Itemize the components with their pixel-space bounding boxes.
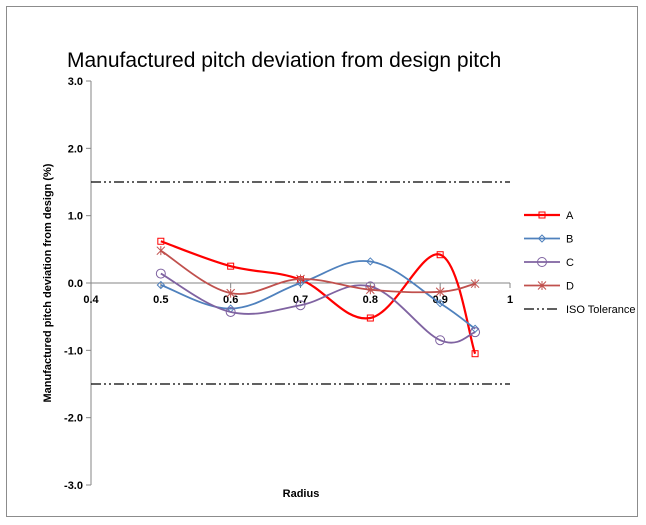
y-tick-label: -1.0 — [64, 345, 83, 357]
chart-area: Manufactured pitch deviation from design… — [6, 6, 638, 517]
legend-label-a: A — [566, 210, 574, 222]
y-tick-label: 2.0 — [68, 143, 83, 155]
legend-marker-c — [537, 257, 547, 267]
legend-marker-b — [537, 234, 547, 243]
x-tick-label: 1 — [507, 294, 513, 306]
legend-label-d: D — [566, 281, 574, 293]
series-b-line — [160, 260, 476, 330]
series-d-point — [365, 285, 375, 295]
series-c-point — [470, 327, 481, 338]
y-tick-label: 3.0 — [68, 76, 83, 88]
series-c-point — [155, 268, 166, 279]
legend-marker-a — [538, 211, 546, 219]
y-axis-label: Manufactured pitch deviation from design… — [42, 163, 54, 402]
series-d-point — [156, 246, 166, 256]
series-c-line — [160, 272, 476, 344]
series-d-point — [435, 287, 445, 297]
series-c-point — [225, 306, 236, 317]
plot-layer: 3.02.01.00.0-1.0-2.0-3.00.4 0.5 0.6 0.7 0.8 0… — [64, 76, 513, 492]
series-c-point — [435, 335, 446, 346]
chart-svg: Manufactured pitch deviation from design… — [42, 49, 636, 500]
series-a-point — [471, 350, 479, 358]
series-a-line — [160, 240, 477, 355]
series-a-point — [436, 251, 444, 259]
chart-title: Manufactured pitch deviation from design… — [67, 49, 501, 72]
series-c-point — [295, 300, 306, 311]
legend-label-b: B — [566, 234, 573, 246]
x-tick-label: 0.8 — [363, 294, 378, 306]
x-tick-label: 0.5 — [153, 294, 168, 306]
legend-label-iso-tolerance: ISO Tolerance — [566, 304, 636, 316]
x-axis-label: Radius — [283, 488, 320, 500]
series-d-point — [470, 279, 480, 289]
series-b-point — [156, 280, 166, 290]
series-a-point — [227, 262, 235, 270]
y-tick-label: 1.0 — [68, 211, 83, 223]
y-tick-label: -2.0 — [64, 413, 83, 425]
legend-label-c: C — [566, 257, 574, 269]
series-a-point — [157, 237, 165, 245]
legend-marker-d — [537, 281, 547, 290]
series-b-point — [435, 298, 445, 308]
series-d-point — [226, 288, 236, 298]
x-tick-label: 0.4 — [83, 294, 99, 306]
y-tick-label: -3.0 — [64, 480, 83, 492]
y-tick-label: 0.0 — [68, 278, 83, 290]
series-a-point — [366, 314, 374, 322]
series-b-point — [366, 257, 375, 266]
series-d-point — [296, 274, 305, 284]
